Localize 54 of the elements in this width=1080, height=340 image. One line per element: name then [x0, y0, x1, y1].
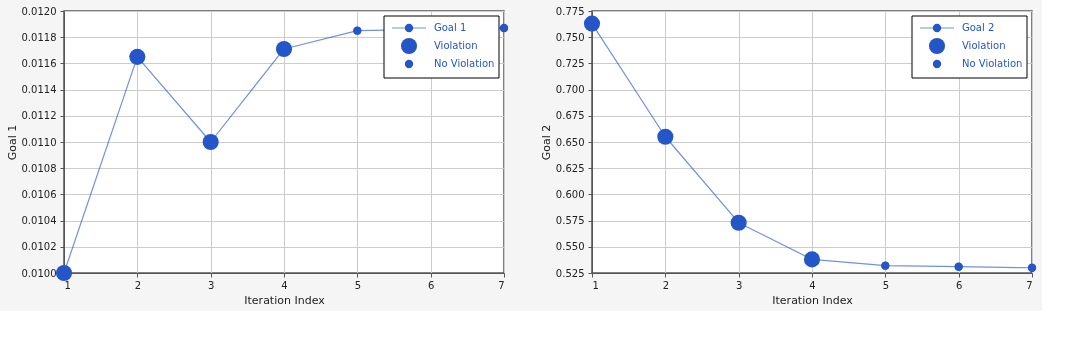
y-tick-label: 0.0102: [21, 241, 57, 253]
point: [803, 251, 821, 268]
y-tick-label: 0.700: [555, 84, 585, 96]
x-tick-label: 6: [427, 279, 435, 291]
point: [730, 214, 747, 231]
legend-label: Violation: [434, 40, 478, 51]
y-tick-label: 0.0110: [21, 136, 57, 148]
legend-label: Goal 1: [434, 22, 467, 33]
x-tick-label: 2: [662, 279, 670, 291]
point: [275, 40, 293, 58]
x-tick-label: 7: [498, 279, 505, 291]
x-tick-label: 7: [1026, 279, 1033, 291]
x-tick-label: 5: [882, 279, 890, 291]
y-tick-label: 0.0114: [21, 84, 57, 96]
y-tick-label: 0.675: [555, 110, 585, 122]
y-tick-label: 0.650: [555, 136, 585, 148]
x-tick-label: 3: [207, 279, 215, 291]
y-tick-label: 0.775: [555, 5, 585, 17]
point: [583, 15, 601, 32]
x-tick-label: 2: [134, 279, 142, 291]
y-tick-label: 0.600: [555, 188, 585, 200]
y-tick-label: 0.0112: [21, 110, 57, 122]
legend-label: No Violation: [434, 58, 495, 69]
point: [202, 133, 219, 151]
y-tick-label: 0.725: [555, 57, 585, 69]
x-axis-title: Iteration Index: [244, 293, 326, 307]
x-tick-label: 3: [735, 279, 743, 291]
y-tick-label: 0.0104: [21, 215, 57, 227]
point: [55, 264, 73, 282]
x-tick-label: 5: [354, 279, 362, 291]
y-tick-label: 0.575: [555, 215, 585, 227]
y-axis-title: Goal 2: [539, 124, 553, 161]
y-tick-label: 0.0120: [21, 5, 57, 17]
x-tick-label: 1: [592, 279, 599, 291]
point: [657, 128, 674, 145]
y-tick-label: 0.550: [555, 241, 585, 253]
x-tick-label: 4: [281, 279, 288, 291]
y-axis-title: Goal 1: [5, 124, 19, 161]
x-tick-label: 4: [809, 279, 816, 291]
y-tick-label: 0.0116: [21, 57, 57, 69]
y-tick-label: 0.0106: [21, 188, 57, 200]
legend-label: No Violation: [962, 58, 1023, 69]
y-tick-label: 0.625: [555, 162, 585, 174]
y-tick-label: 0.0100: [21, 267, 57, 279]
y-tick-label: 0.0118: [21, 31, 57, 43]
legend-label: Goal 2: [962, 22, 995, 33]
legend-label: Violation: [962, 40, 1006, 51]
x-axis-title: Iteration Index: [772, 293, 854, 307]
x-tick-label: 1: [64, 279, 71, 291]
point: [129, 48, 146, 65]
y-tick-label: 0.525: [555, 267, 585, 279]
y-tick-label: 0.750: [555, 31, 585, 43]
x-tick-label: 6: [955, 279, 963, 291]
y-tick-label: 0.0108: [21, 162, 57, 174]
